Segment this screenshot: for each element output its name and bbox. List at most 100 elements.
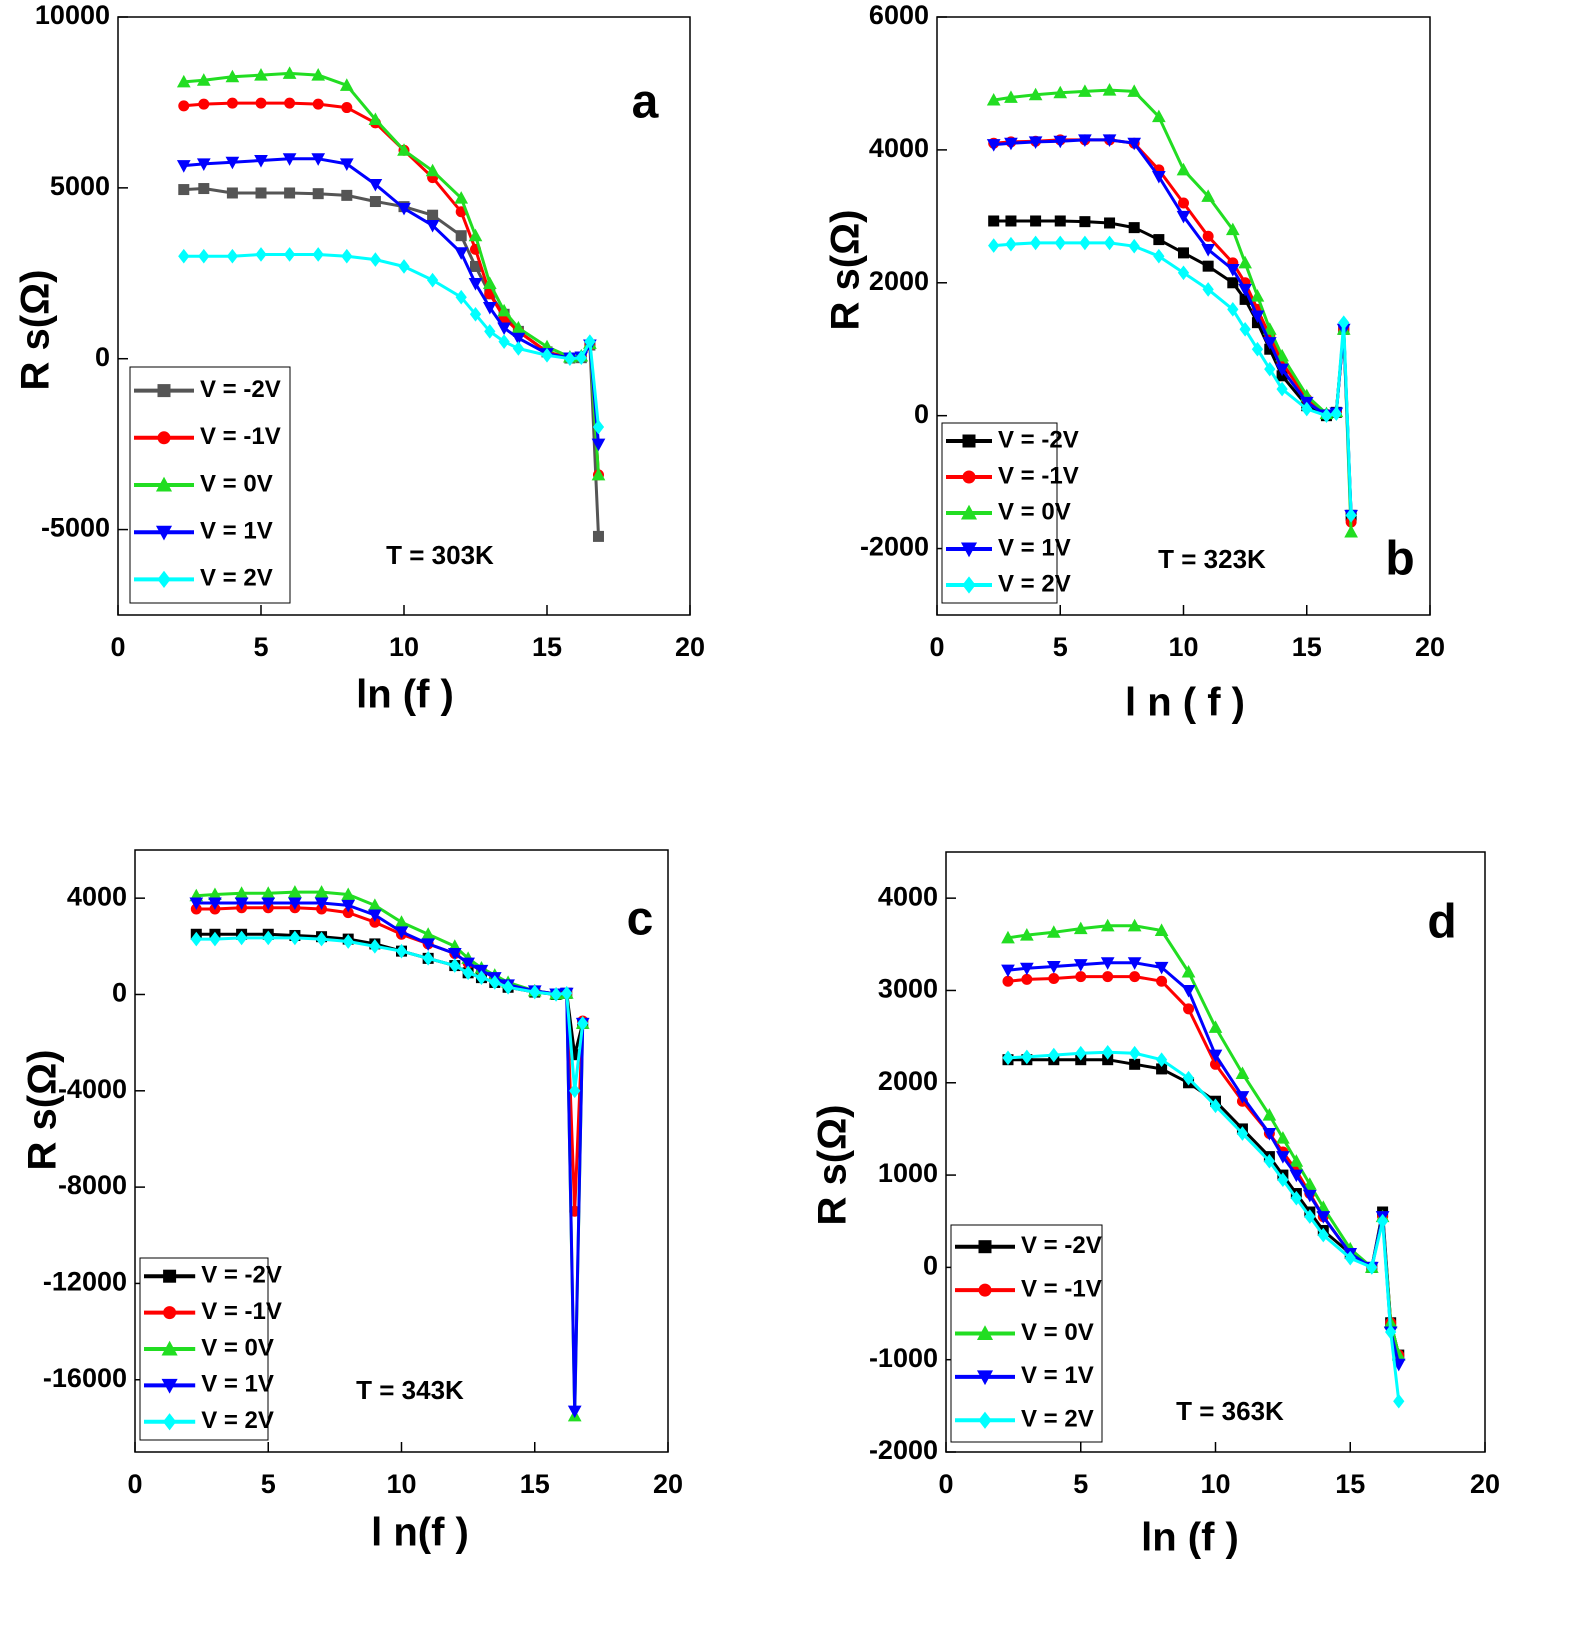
marker <box>261 897 276 911</box>
marker <box>369 938 381 954</box>
marker <box>1320 408 1333 423</box>
marker <box>1104 217 1116 229</box>
marker <box>1301 401 1313 417</box>
legend-label: V = -2V <box>1021 1232 1102 1259</box>
legend-label: V = -1V <box>1021 1275 1102 1302</box>
y-axis-label: R s(Ω) <box>21 1050 65 1171</box>
panel: 0 5 10 15 20 -16000 -12000 -8000 -4000 0 4000 l n(f… <box>21 849 683 1555</box>
marker <box>1102 134 1117 147</box>
marker <box>489 975 501 990</box>
y-tick-label: 4000 <box>878 881 938 911</box>
marker <box>1277 1172 1289 1188</box>
marker <box>176 160 191 173</box>
marker <box>1338 315 1350 330</box>
marker <box>1020 928 1034 941</box>
legend-label: V = -2V <box>998 426 1079 453</box>
legend-label: V = 2V <box>201 1407 274 1434</box>
marker <box>226 248 239 264</box>
marker <box>1005 215 1017 227</box>
panel: 0 5 10 15 20 -2000 0 2000 4000 6000 l n ( f ) R s(Ω… <box>824 0 1445 724</box>
x-tick-label: 5 <box>1073 1469 1088 1499</box>
marker <box>1078 134 1092 147</box>
marker <box>1029 235 1042 251</box>
legend-label: V = 1V <box>201 1371 274 1398</box>
panel-label: d <box>1427 896 1456 949</box>
marker <box>976 1325 994 1340</box>
marker <box>339 158 354 171</box>
y-tick-label: -1000 <box>869 1343 938 1373</box>
y-tick-label: 6000 <box>869 0 929 30</box>
marker <box>178 100 190 112</box>
marker <box>157 570 171 589</box>
marker <box>198 98 210 110</box>
marker <box>341 189 353 201</box>
marker <box>161 1378 178 1394</box>
marker <box>986 93 1001 106</box>
marker <box>342 934 354 949</box>
marker <box>1235 1066 1250 1080</box>
y-tick-label: -5000 <box>41 513 110 543</box>
y-tick-label: 4000 <box>869 133 929 163</box>
marker <box>155 525 173 541</box>
marker <box>1005 236 1017 252</box>
x-tick-label: 10 <box>389 632 419 662</box>
marker <box>312 98 324 110</box>
marker <box>226 187 238 199</box>
marker <box>1176 210 1191 224</box>
marker <box>1209 1098 1222 1114</box>
x-tick-label: 10 <box>1168 632 1198 662</box>
marker <box>592 419 605 435</box>
series-line <box>196 936 585 1093</box>
marker <box>1276 1151 1290 1164</box>
marker <box>1100 918 1115 932</box>
marker <box>1177 265 1190 281</box>
marker <box>960 504 978 520</box>
marker <box>484 324 496 339</box>
marker <box>289 930 301 946</box>
legend-label: V = 0V <box>200 470 273 497</box>
marker <box>1152 109 1166 123</box>
x-tick-label: 20 <box>1415 632 1445 662</box>
series-line <box>196 932 585 1057</box>
marker <box>1128 238 1140 254</box>
x-tick-label: 10 <box>386 1469 416 1499</box>
marker <box>1028 87 1043 101</box>
annotation: T = 363K <box>1176 1396 1284 1426</box>
marker <box>1129 1045 1141 1061</box>
marker <box>1330 406 1342 421</box>
marker <box>369 196 381 208</box>
marker <box>341 102 353 114</box>
marker <box>1345 508 1357 523</box>
marker <box>591 438 606 452</box>
y-tick-label: 10000 <box>35 0 110 30</box>
marker <box>1262 337 1277 350</box>
marker <box>1001 930 1015 944</box>
marker <box>427 209 439 221</box>
marker <box>550 987 562 1002</box>
marker <box>1202 282 1214 297</box>
marker <box>1176 162 1191 176</box>
marker <box>397 202 411 216</box>
marker <box>398 259 410 274</box>
x-tick-label: 20 <box>675 632 705 662</box>
marker <box>1238 283 1252 297</box>
marker <box>1002 975 1014 987</box>
x-tick-label: 5 <box>1053 632 1068 662</box>
marker <box>315 931 328 947</box>
marker <box>395 943 408 959</box>
marker <box>1225 222 1240 236</box>
marker <box>312 188 324 200</box>
marker <box>1073 959 1088 972</box>
legend-label: V = -1V <box>200 423 281 450</box>
x-tick-label: 20 <box>1470 1469 1500 1499</box>
marker <box>1393 1393 1405 1409</box>
marker <box>1366 1260 1378 1275</box>
marker <box>255 97 267 109</box>
legend-label: V = 0V <box>1021 1319 1094 1346</box>
marker <box>482 276 497 290</box>
marker <box>1154 923 1169 936</box>
marker <box>1235 1091 1250 1104</box>
marker <box>1153 248 1165 264</box>
legend-label: V = 2V <box>1021 1406 1094 1433</box>
